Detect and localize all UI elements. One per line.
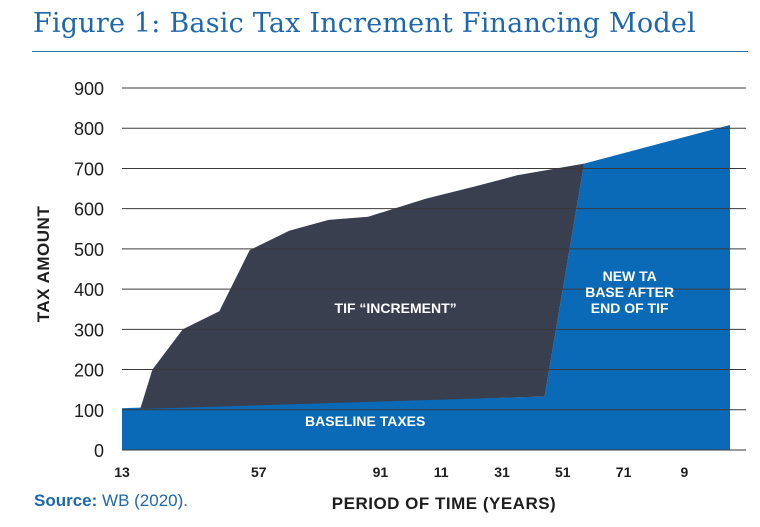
baseline-taxes-area [122, 125, 730, 450]
title-rule [32, 51, 748, 52]
annotation-label: TIF “INCREMENT” [335, 300, 457, 316]
figure-title: Figure 1: Basic Tax Increment Financing … [33, 8, 696, 39]
x-tick-label: 31 [494, 464, 510, 480]
annotation-label: END OF TIF [591, 300, 669, 316]
x-tick-label: 57 [251, 464, 267, 480]
x-axis-title: PERIOD OF TIME (YEARS) [332, 494, 556, 513]
x-tick-label: 71 [616, 464, 632, 480]
annotation-label: NEW TA [603, 268, 657, 284]
y-tick-label: 500 [74, 240, 104, 260]
tif-increment-area [140, 163, 585, 409]
y-tick-label: 900 [74, 79, 104, 99]
source-label: Source: [34, 491, 98, 510]
y-tick-label: 200 [74, 361, 104, 381]
y-tick-label: 700 [74, 159, 104, 179]
x-tick-label: 91 [373, 464, 389, 480]
source-text: WB (2020). [102, 491, 189, 510]
annotation-label: BASE AFTER [585, 284, 674, 300]
y-axis-title: TAX AMOUNT [34, 206, 53, 323]
y-tick-label: 400 [74, 280, 104, 300]
annotation-label: BASELINE TAXES [305, 413, 425, 429]
source-note: Source: WB (2020). [34, 491, 188, 511]
y-tick-label: 300 [74, 320, 104, 340]
y-tick-label: 600 [74, 200, 104, 220]
y-tick-label: 100 [74, 401, 104, 421]
x-tick-label: 51 [555, 464, 571, 480]
x-tick-label: 11 [434, 464, 449, 480]
x-tick-label: 13 [114, 464, 130, 480]
y-tick-label: 800 [74, 119, 104, 139]
x-tick-label: 9 [681, 464, 689, 480]
y-tick-label: 0 [94, 441, 104, 461]
